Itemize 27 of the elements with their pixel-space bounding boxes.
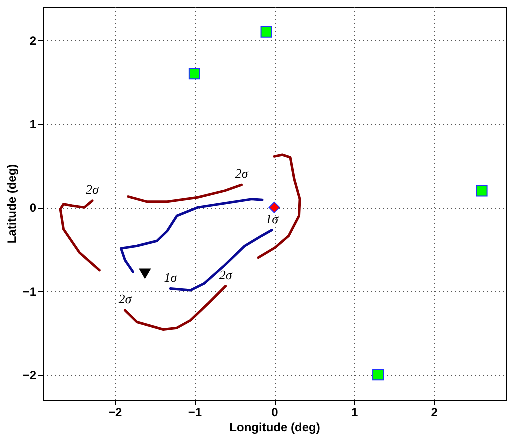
y-tick-label: 2 [30,34,37,48]
x-tick-label: −2 [108,406,123,420]
line-series [59,200,101,272]
point [188,68,200,80]
y-tick-label: −1 [22,284,37,299]
line-series [257,154,302,260]
y-axis-title: Latitude (deg) [4,164,19,244]
x-tick-label: 0 [272,406,279,420]
line-series [127,184,244,204]
point [139,268,151,279]
y-tick-label: −2 [22,368,37,382]
annotation: 1σ [266,211,280,226]
point [372,369,384,381]
annotation: 1σ [164,270,178,285]
annotation: 2σ [118,292,132,307]
x-tick-label: 2 [431,406,438,420]
point [476,185,488,197]
point [268,202,280,214]
annotation: 2σ [86,182,100,197]
x-tick-label: 1 [351,406,358,420]
point [260,26,272,38]
y-tick-label: 0 [30,201,37,216]
annotation: 2σ [219,267,233,282]
y-tick-label: 1 [30,118,37,132]
x-axis-title: Longitude (deg) [230,420,320,434]
annotation: 2σ [235,166,249,182]
x-tick-label: −1 [188,406,202,420]
